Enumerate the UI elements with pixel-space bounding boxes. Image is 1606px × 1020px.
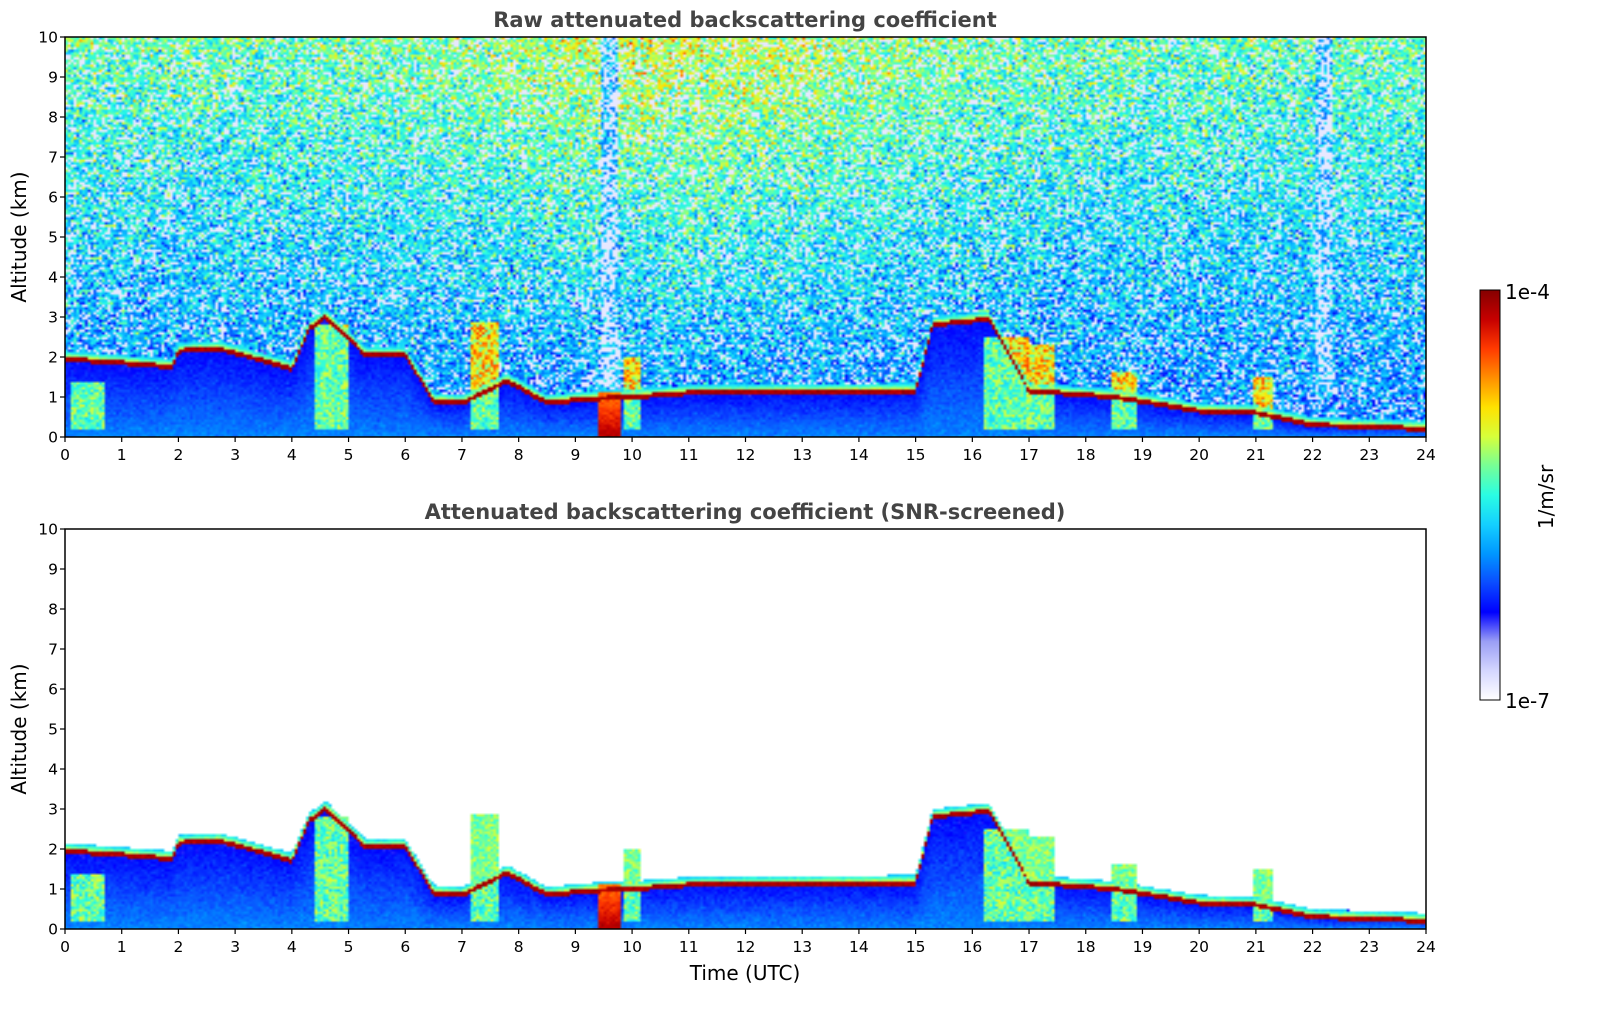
x-tick-label: 21 xyxy=(1246,446,1266,464)
x-tick-label: 11 xyxy=(679,938,699,956)
x-tick-label: 0 xyxy=(60,446,70,464)
bottom-heatmap xyxy=(65,529,1426,929)
x-tick-label: 10 xyxy=(622,446,642,464)
top-heatmap xyxy=(65,37,1426,437)
colorbar-max-label: 1e-4 xyxy=(1505,280,1550,304)
x-tick-label: 16 xyxy=(962,446,982,464)
x-tick-label: 21 xyxy=(1246,938,1266,956)
x-tick-label: 9 xyxy=(570,938,580,956)
x-tick-label: 2 xyxy=(173,446,183,464)
x-tick-label: 24 xyxy=(1416,446,1436,464)
y-tick-label: 9 xyxy=(48,69,58,87)
x-tick-label: 8 xyxy=(514,938,524,956)
x-tick-label: 2 xyxy=(173,938,183,956)
x-tick-label: 22 xyxy=(1303,446,1323,464)
x-tick-label: 7 xyxy=(457,446,467,464)
y-tick-label: 6 xyxy=(48,189,58,207)
x-tick-label: 5 xyxy=(344,446,354,464)
y-tick-label: 9 xyxy=(48,561,58,579)
x-tick-label: 1 xyxy=(117,446,127,464)
top-y-axis-label: Altitude (km) xyxy=(7,171,31,302)
x-tick-label: 22 xyxy=(1303,938,1323,956)
x-tick-label: 18 xyxy=(1076,446,1096,464)
x-tick-label: 13 xyxy=(792,446,812,464)
x-tick-label: 12 xyxy=(736,446,756,464)
x-tick-label: 6 xyxy=(400,446,410,464)
y-tick-label: 1 xyxy=(48,881,58,899)
bottom-panel-title: Attenuated backscattering coefficient (S… xyxy=(425,500,1066,524)
x-tick-label: 8 xyxy=(514,446,524,464)
x-tick-label: 14 xyxy=(849,938,869,956)
y-tick-label: 7 xyxy=(48,149,58,167)
x-tick-label: 12 xyxy=(736,938,756,956)
x-tick-label: 19 xyxy=(1133,446,1153,464)
y-tick-label: 5 xyxy=(48,721,58,739)
x-tick-label: 7 xyxy=(457,938,467,956)
y-tick-label: 8 xyxy=(48,601,58,619)
x-tick-label: 1 xyxy=(117,938,127,956)
x-tick-label: 13 xyxy=(792,938,812,956)
y-tick-label: 2 xyxy=(48,841,58,859)
x-tick-label: 6 xyxy=(400,938,410,956)
x-tick-label: 18 xyxy=(1076,938,1096,956)
colorbar-min-label: 1e-7 xyxy=(1505,689,1550,713)
x-tick-label: 9 xyxy=(570,446,580,464)
x-axis-label: Time (UTC) xyxy=(689,961,801,985)
x-tick-label: 20 xyxy=(1189,446,1209,464)
y-tick-label: 8 xyxy=(48,109,58,127)
bottom-y-axis-label: Altitude (km) xyxy=(7,663,31,794)
bottom-heatmap-area xyxy=(65,529,1426,929)
bottom-axis-ticks: 0 1 2 3 4 5 6 7 8 9 10 11 12 13 14 15 16 17 18 19 20 21 22 23 24… xyxy=(38,521,1436,957)
y-tick-label: 3 xyxy=(48,309,58,327)
x-tick-label: 19 xyxy=(1133,938,1153,956)
snr-screened-panel: Attenuated backscattering coefficient (S… xyxy=(7,500,1436,985)
x-tick-label: 15 xyxy=(906,446,926,464)
top-axis-ticks: 0 1 2 3 4 5 6 7 8 9 10 11 12 13 14 15 16 17 18 19 20 21 22 23 24… xyxy=(38,29,1436,465)
colorbar-unit-label: 1/m/sr xyxy=(1534,464,1558,529)
x-tick-label: 10 xyxy=(622,938,642,956)
y-tick-label: 2 xyxy=(48,349,58,367)
y-tick-label: 0 xyxy=(48,429,58,447)
x-tick-label: 14 xyxy=(849,446,869,464)
x-tick-label: 23 xyxy=(1359,938,1379,956)
x-tick-label: 24 xyxy=(1416,938,1436,956)
y-tick-label: 0 xyxy=(48,921,58,939)
y-tick-label: 4 xyxy=(48,269,58,287)
x-tick-label: 15 xyxy=(906,938,926,956)
colorbar-gradient xyxy=(1479,289,1501,701)
y-tick-label: 4 xyxy=(48,761,58,779)
x-tick-label: 17 xyxy=(1019,446,1039,464)
top-heatmap-area xyxy=(65,37,1426,437)
x-tick-label: 0 xyxy=(60,938,70,956)
colorbar: 1e-4 1e-7 1/m/sr xyxy=(1479,280,1558,713)
x-tick-label: 16 xyxy=(962,938,982,956)
x-tick-label: 23 xyxy=(1359,446,1379,464)
x-tick-label: 3 xyxy=(230,446,240,464)
x-tick-label: 4 xyxy=(287,446,297,464)
y-tick-label: 10 xyxy=(38,29,58,47)
y-tick-label: 5 xyxy=(48,229,58,247)
y-tick-label: 7 xyxy=(48,641,58,659)
top-panel-title: Raw attenuated backscattering coefficien… xyxy=(493,8,997,32)
y-tick-label: 10 xyxy=(38,521,58,539)
y-tick-label: 3 xyxy=(48,801,58,819)
y-tick-label: 6 xyxy=(48,681,58,699)
x-tick-label: 17 xyxy=(1019,938,1039,956)
x-tick-label: 3 xyxy=(230,938,240,956)
x-tick-label: 11 xyxy=(679,446,699,464)
x-tick-label: 5 xyxy=(344,938,354,956)
x-tick-label: 20 xyxy=(1189,938,1209,956)
y-tick-label: 1 xyxy=(48,389,58,407)
raw-backscatter-panel: Raw attenuated backscattering coefficien… xyxy=(7,8,1436,464)
x-tick-label: 4 xyxy=(287,938,297,956)
